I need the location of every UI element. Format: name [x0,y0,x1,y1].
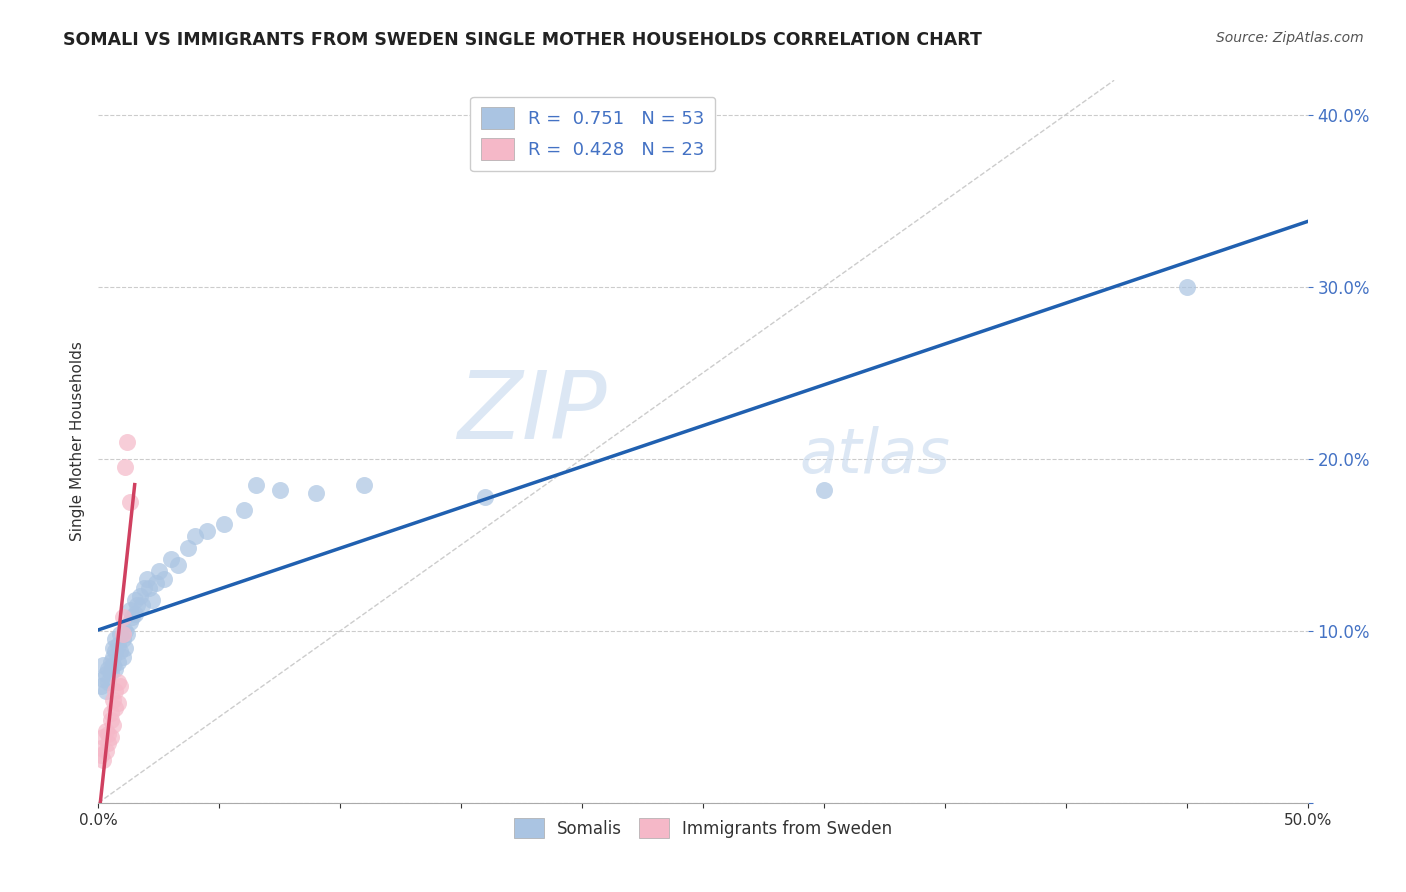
Point [117,627,139,641]
Legend: Somalis, Immigrants from Sweden: Somalis, Immigrants from Sweden [508,812,898,845]
Point [212,517,235,532]
Point [148,564,170,578]
Point [97,735,120,749]
Point [813,483,835,497]
Text: ZIP: ZIP [457,368,606,458]
Point [104,701,127,715]
Point [97,662,120,676]
Point [184,529,207,543]
Point [100,731,122,745]
Point [104,662,127,676]
Point [131,598,153,612]
Point [145,575,167,590]
Point [195,524,218,538]
Text: atlas: atlas [800,426,950,486]
Point [118,615,141,630]
Point [111,627,134,641]
Point [269,483,291,497]
Point [100,706,122,721]
Point [91,672,114,686]
Point [232,503,254,517]
Point [108,679,131,693]
Point [97,727,120,741]
Point [167,558,190,573]
Text: SOMALI VS IMMIGRANTS FROM SWEDEN SINGLE MOTHER HOUSEHOLDS CORRELATION CHART: SOMALI VS IMMIGRANTS FROM SWEDEN SINGLE … [63,31,983,49]
Point [353,477,375,491]
Point [91,731,114,745]
Point [91,658,114,673]
Point [128,590,150,604]
Point [100,713,122,727]
Point [245,477,267,491]
Point [104,644,127,658]
Point [100,665,122,679]
Point [134,581,156,595]
Point [124,607,146,621]
Point [124,592,146,607]
Point [90,740,112,755]
Point [94,723,117,738]
Point [91,753,114,767]
Point [127,598,149,612]
Point [117,434,139,449]
Point [111,649,134,664]
Point [108,644,131,658]
Point [135,572,157,586]
Point [108,627,131,641]
Point [107,696,129,710]
Point [1175,279,1198,293]
Point [114,640,136,655]
Point [101,658,124,673]
Point [101,640,124,655]
Point [114,460,136,475]
Point [107,655,129,669]
Point [101,692,124,706]
Point [121,610,143,624]
Point [107,675,129,690]
Point [94,684,117,698]
Text: Source: ZipAtlas.com: Source: ZipAtlas.com [1216,31,1364,45]
Point [118,603,141,617]
Point [152,572,174,586]
Point [90,679,112,693]
Y-axis label: Single Mother Households: Single Mother Households [69,342,84,541]
Point [94,744,117,758]
Point [94,666,117,681]
Point [305,486,328,500]
Point [111,632,134,647]
Point [101,649,124,664]
Point [90,747,112,762]
Point [111,610,134,624]
Point [101,718,124,732]
Point [107,638,129,652]
Point [100,655,122,669]
Point [114,624,136,638]
Point [177,541,200,556]
Point [138,581,160,595]
Point [141,592,163,607]
Point [118,494,141,508]
Point [104,632,127,647]
Point [160,551,183,566]
Point [474,490,496,504]
Point [104,684,127,698]
Point [97,675,120,690]
